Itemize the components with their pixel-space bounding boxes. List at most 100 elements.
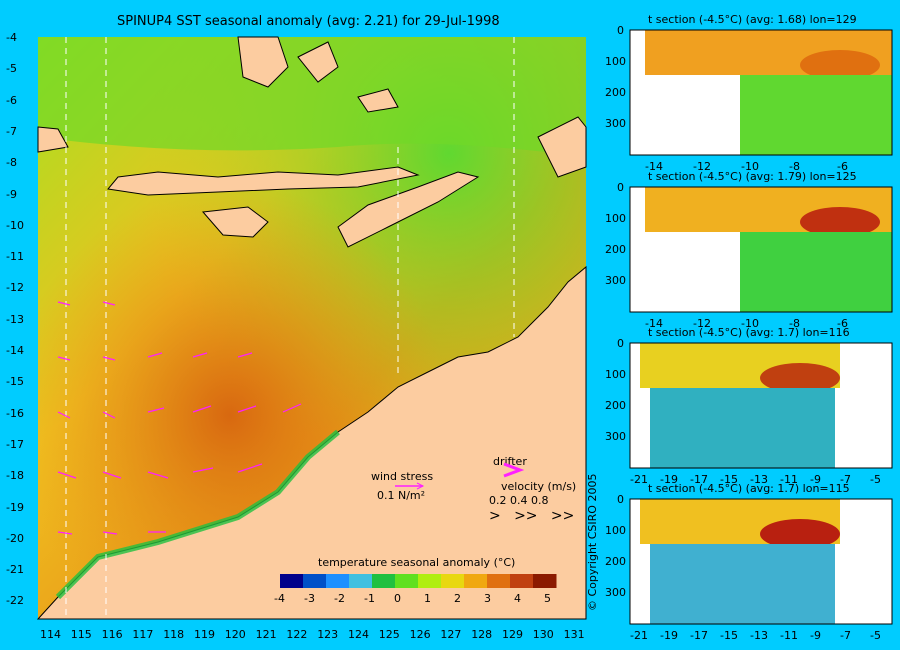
section-y-tick: 0 bbox=[617, 337, 624, 350]
section-x-tick: -15 bbox=[720, 473, 738, 486]
lat-tick: -11 bbox=[6, 250, 24, 264]
lon-tick: 125 bbox=[378, 628, 400, 641]
lon-tick: 115 bbox=[70, 628, 92, 641]
section-y-tick: 300 bbox=[605, 586, 626, 599]
colorbar-tick: 1 bbox=[424, 592, 431, 605]
section-title: t section (-4.5°C) (avg: 1.7) lon=115 bbox=[648, 482, 850, 495]
section-x-tick: -11 bbox=[780, 629, 798, 642]
lon-tick: 129 bbox=[502, 628, 523, 641]
colorbar-tick: -3 bbox=[304, 592, 315, 605]
timor-island bbox=[337, 171, 480, 248]
section-y-tick: 200 bbox=[605, 243, 626, 256]
section-panel bbox=[629, 29, 893, 156]
lon-tick: 127 bbox=[440, 628, 462, 641]
section-y-tick: 0 bbox=[617, 181, 624, 194]
colorbar-swatch bbox=[510, 574, 534, 588]
section-y-tick: 200 bbox=[605, 555, 626, 568]
section-x-tick: -8 bbox=[789, 160, 800, 173]
velocity-values: 0.2 0.4 0.8 bbox=[489, 494, 549, 507]
lat-tick: -10 bbox=[6, 218, 24, 232]
section-y-tick: 0 bbox=[617, 493, 624, 506]
section-x-tick: -17 bbox=[690, 629, 708, 642]
lat-tick: -21 bbox=[6, 563, 24, 577]
colorbar-swatch bbox=[349, 574, 373, 588]
northern-islands bbox=[237, 36, 289, 88]
section-title: t section (-4.5°C) (avg: 1.68) lon=129 bbox=[648, 13, 857, 26]
section-x-tick: -6 bbox=[837, 160, 848, 173]
lon-tick: 117 bbox=[132, 628, 154, 641]
section-y-tick: 100 bbox=[605, 212, 626, 225]
section-x-tick: -12 bbox=[693, 160, 711, 173]
section-y-tick: 0 bbox=[617, 24, 624, 37]
section-panel bbox=[629, 186, 893, 313]
lat-tick: -5 bbox=[6, 62, 17, 76]
lat-tick: -17 bbox=[6, 437, 24, 451]
lat-tick: -19 bbox=[6, 500, 24, 514]
colorbar-tick: 3 bbox=[484, 592, 491, 605]
colorbar-tick: 0 bbox=[394, 592, 401, 605]
section-x-tick: -9 bbox=[810, 629, 821, 642]
velocity-arrows-icon: > >> >> bbox=[489, 508, 575, 524]
colorbar-tick: 2 bbox=[454, 592, 461, 605]
lat-tick: -20 bbox=[6, 531, 24, 545]
colorbar-tick: -2 bbox=[334, 592, 345, 605]
section-x-tick: -5 bbox=[870, 629, 881, 642]
wind-stress-scale: 0.1 N/m² bbox=[377, 489, 426, 502]
lat-tick: -15 bbox=[6, 375, 24, 389]
section-x-tick: -13 bbox=[750, 629, 768, 642]
section-x-tick: -17 bbox=[690, 473, 708, 486]
section-x-tick: -13 bbox=[750, 473, 768, 486]
colorbar-swatch bbox=[372, 574, 396, 588]
lat-tick: -14 bbox=[6, 344, 24, 357]
lat-tick: -16 bbox=[6, 406, 24, 420]
lon-tick: 126 bbox=[409, 628, 431, 641]
lon-tick: 121 bbox=[255, 628, 277, 641]
section-y-tick: 100 bbox=[605, 55, 626, 68]
lat-tick: -13 bbox=[6, 312, 24, 326]
section-x-tick: -14 bbox=[645, 160, 663, 173]
copyright: © Copyright CSIRO 2005 bbox=[586, 473, 599, 611]
sst-anomaly-map bbox=[36, 36, 587, 620]
colorbar-tick: -4 bbox=[274, 592, 285, 605]
section-x-tick: -12 bbox=[693, 317, 711, 330]
section-panel bbox=[629, 342, 893, 469]
colorbar-swatch bbox=[326, 574, 350, 588]
section-x-tick: -10 bbox=[741, 160, 759, 173]
section-x-tick: -21 bbox=[630, 629, 648, 642]
drifter-icon bbox=[503, 462, 525, 478]
lon-tick: 118 bbox=[163, 628, 185, 641]
colorbar bbox=[280, 574, 557, 588]
section-y-tick: 300 bbox=[605, 117, 626, 130]
section-y-tick: 200 bbox=[605, 86, 626, 99]
wind-arrows bbox=[57, 301, 302, 535]
lon-tick: 123 bbox=[317, 628, 339, 641]
section-x-tick: -11 bbox=[780, 473, 798, 486]
lat-tick: -22 bbox=[6, 594, 24, 608]
lat-tick: -9 bbox=[6, 187, 17, 201]
lon-tick: 122 bbox=[286, 628, 308, 641]
colorbar-swatch bbox=[280, 574, 304, 588]
lat-tick: -8 bbox=[6, 156, 17, 170]
section-x-tick: -9 bbox=[810, 473, 821, 486]
section-x-tick: -14 bbox=[645, 317, 663, 330]
lon-tick: 120 bbox=[224, 628, 246, 641]
lat-tick: -7 bbox=[6, 124, 17, 138]
section-title: t section (-4.5°C) (avg: 1.7) lon=116 bbox=[648, 326, 850, 339]
section-x-tick: -15 bbox=[720, 629, 738, 642]
lat-tick: -4 bbox=[6, 31, 17, 44]
lon-tick: 128 bbox=[471, 628, 493, 641]
lat-tick: -12 bbox=[6, 281, 24, 295]
lon-tick: 116 bbox=[101, 628, 123, 641]
lat-tick: -6 bbox=[6, 93, 17, 107]
section-x-tick: -19 bbox=[660, 629, 678, 642]
lon-tick: 131 bbox=[563, 628, 585, 641]
sumba-island bbox=[201, 206, 269, 238]
wind-stress-label: wind stress bbox=[371, 470, 434, 483]
colorbar-swatch bbox=[533, 574, 557, 588]
colorbar-swatch bbox=[464, 574, 488, 588]
section-x-tick: -19 bbox=[660, 473, 678, 486]
colorbar-swatch bbox=[441, 574, 465, 588]
section-y-tick: 300 bbox=[605, 430, 626, 443]
section-x-tick: -7 bbox=[840, 473, 851, 486]
section-y-tick: 200 bbox=[605, 399, 626, 412]
